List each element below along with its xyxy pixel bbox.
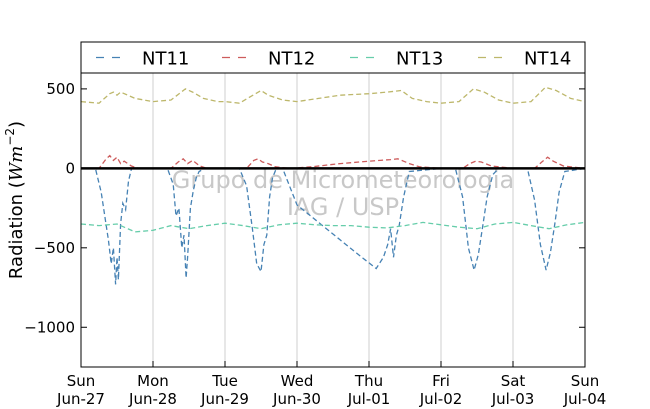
x-tick-date: Jul-02 (419, 390, 463, 408)
watermark-line: IAG / USP (287, 193, 399, 221)
x-tick-date: Jul-04 (563, 390, 607, 408)
series-lines (80, 86, 586, 285)
x-tick-date: Jul-01 (347, 390, 391, 408)
series-line-nt14 (80, 86, 586, 104)
x-tick-day: Sun (571, 372, 600, 390)
legend-label-nt12: NT12 (268, 49, 315, 70)
series-line-nt12 (81, 154, 586, 170)
vertical-gridlines (152, 73, 514, 367)
x-axis-ticks: SunJun-27MonJun-28TueJun-29WedJun-30ThuJ… (56, 361, 606, 408)
plot-frame (80, 72, 586, 368)
x-tick-day: Sun (67, 372, 96, 390)
legend-label-nt11: NT11 (142, 49, 189, 70)
x-tick-day: Fri (432, 372, 450, 390)
x-tick-date: Jun-27 (56, 390, 105, 408)
legend-label-nt13: NT13 (396, 49, 443, 70)
x-tick-day: Sat (501, 372, 526, 390)
x-tick-day: Thu (354, 372, 383, 390)
legend: NT11 NT12 NT13 NT14 (80, 41, 586, 74)
series-line-nt11 (81, 167, 586, 285)
y-axis-label: Radiation (Wm−2) (3, 121, 27, 279)
y-tick-label: 500 (46, 80, 75, 98)
x-tick-day: Tue (211, 372, 238, 390)
x-tick-day: Mon (137, 372, 169, 390)
y-tick-label: −500 (34, 239, 75, 257)
x-tick-date: Jun-29 (200, 390, 249, 408)
y-tick-label: 0 (65, 159, 75, 177)
y-tick-label: −1000 (24, 318, 75, 336)
x-tick-date: Jun-28 (128, 390, 177, 408)
x-tick-day: Wed (281, 372, 314, 390)
series-line-nt13 (80, 221, 586, 233)
x-tick-date: Jun-30 (272, 390, 321, 408)
legend-label-nt14: NT14 (524, 49, 571, 70)
y-axis-ticks: 500 0 −500 −1000 (24, 80, 585, 336)
watermark-line: Grupo de Micrometeorologia (172, 166, 514, 194)
x-tick-date: Jul-03 (491, 390, 535, 408)
